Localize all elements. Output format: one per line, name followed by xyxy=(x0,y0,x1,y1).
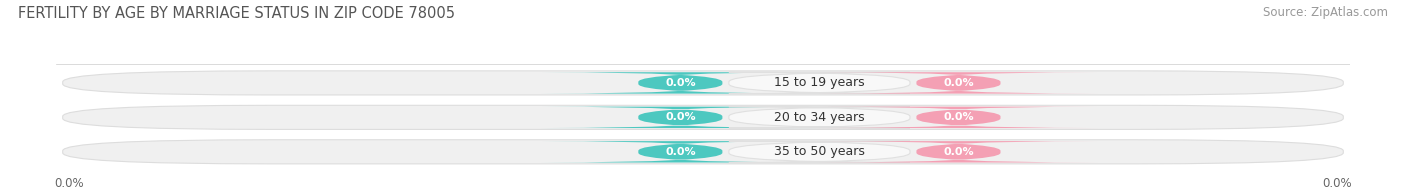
Text: 0.0%: 0.0% xyxy=(943,112,974,122)
FancyBboxPatch shape xyxy=(541,72,820,94)
Text: 0.0%: 0.0% xyxy=(665,78,696,88)
FancyBboxPatch shape xyxy=(728,72,910,94)
Text: 15 to 19 years: 15 to 19 years xyxy=(775,76,865,89)
Text: 0.0%: 0.0% xyxy=(665,112,696,122)
Text: 0.0%: 0.0% xyxy=(943,78,974,88)
Text: Source: ZipAtlas.com: Source: ZipAtlas.com xyxy=(1263,6,1388,19)
FancyBboxPatch shape xyxy=(63,105,1343,129)
FancyBboxPatch shape xyxy=(820,107,1098,128)
FancyBboxPatch shape xyxy=(728,107,910,128)
FancyBboxPatch shape xyxy=(820,72,1098,94)
Text: 0.0%: 0.0% xyxy=(943,147,974,157)
Text: FERTILITY BY AGE BY MARRIAGE STATUS IN ZIP CODE 78005: FERTILITY BY AGE BY MARRIAGE STATUS IN Z… xyxy=(18,6,456,21)
FancyBboxPatch shape xyxy=(728,141,910,162)
FancyBboxPatch shape xyxy=(541,141,820,162)
FancyBboxPatch shape xyxy=(63,71,1343,95)
Text: 35 to 50 years: 35 to 50 years xyxy=(773,145,865,158)
Text: 20 to 34 years: 20 to 34 years xyxy=(775,111,865,124)
FancyBboxPatch shape xyxy=(63,140,1343,164)
FancyBboxPatch shape xyxy=(820,141,1098,162)
FancyBboxPatch shape xyxy=(541,107,820,128)
Text: 0.0%: 0.0% xyxy=(665,147,696,157)
